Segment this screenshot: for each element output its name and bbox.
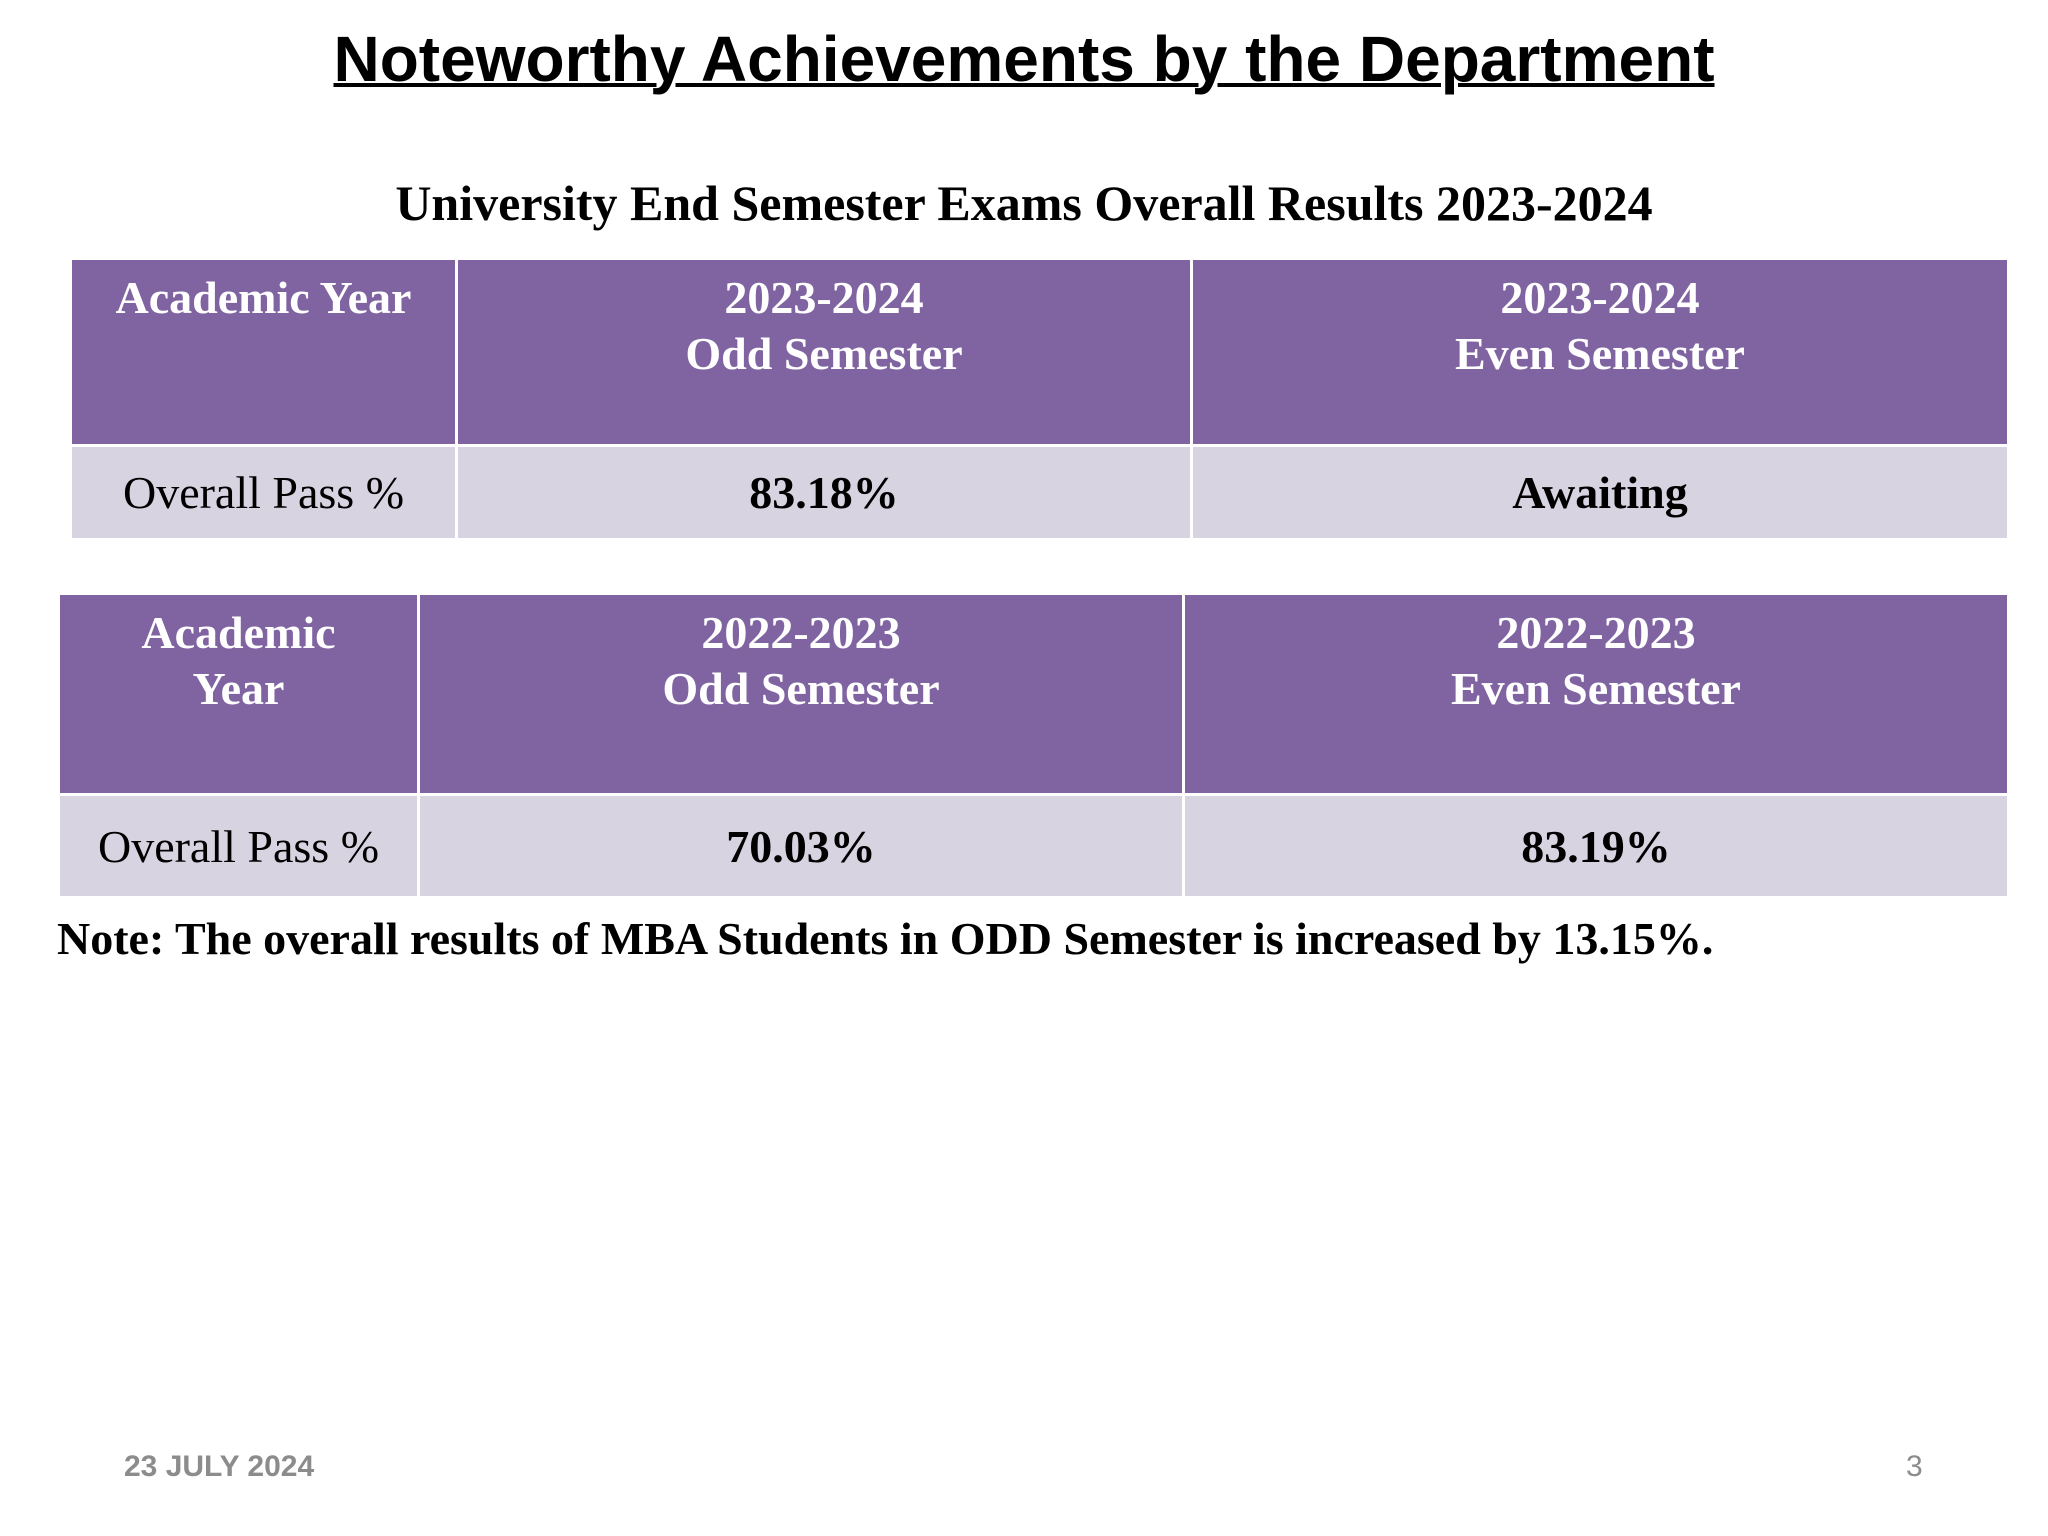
row-label: Overall Pass % — [57, 793, 420, 899]
header-cell: 2022-2023 Even Semester — [1182, 592, 2010, 796]
header-line: 2023-2024 — [1500, 272, 1700, 323]
value-cell: Awaiting — [1190, 444, 2010, 541]
value-cell: 83.19% — [1182, 793, 2010, 899]
header-line: Even Semester — [1455, 328, 1745, 379]
value-cell: 70.03% — [417, 793, 1185, 899]
header-cell: 2023-2024 Odd Semester — [455, 257, 1193, 447]
header-line: 2023-2024 — [724, 272, 924, 323]
header-line: Even Semester — [1451, 663, 1741, 714]
data-row: Overall Pass % 70.03% 83.19% — [57, 793, 2010, 899]
page-number: 3 — [1906, 1450, 1923, 1483]
header-line: Year — [192, 663, 285, 714]
results-table: Academic Year 2023-2024 Odd Semester 2023-2… — [69, 257, 2010, 541]
value-cell: 83.18% — [455, 444, 1193, 541]
header-row: Academic Year 2022-2023 Odd Semester 2022-20… — [57, 592, 2010, 796]
header-cell: Academic Year — [57, 592, 420, 796]
row-label: Overall Pass % — [69, 444, 458, 541]
header-row: Academic Year 2023-2024 Odd Semester 2023-2… — [69, 257, 2010, 447]
header-cell: 2022-2023 Odd Semester — [417, 592, 1185, 796]
header-line: Academic Year — [115, 272, 412, 323]
subtitle: University End Semester Exams Overall Re… — [395, 175, 1653, 231]
header-line: Odd Semester — [662, 663, 940, 714]
header-cell: Academic Year — [69, 257, 458, 447]
footer-date: 23 JULY 2024 — [124, 1450, 315, 1483]
header-line: 2022-2023 — [701, 607, 901, 658]
header-line: Academic — [141, 607, 336, 658]
note: Note: The overall results of MBA Student… — [57, 913, 1714, 964]
title: Noteworthy Achievements by the Departmen… — [333, 23, 1715, 95]
data-row: Overall Pass % 83.18% Awaiting — [69, 444, 2010, 541]
header-line: Odd Semester — [685, 328, 963, 379]
header-cell: 2023-2024 Even Semester — [1190, 257, 2010, 447]
header-line: 2022-2023 — [1496, 607, 1696, 658]
results-table: Academic Year 2022-2023 Odd Semester 2022-20… — [57, 592, 2010, 899]
